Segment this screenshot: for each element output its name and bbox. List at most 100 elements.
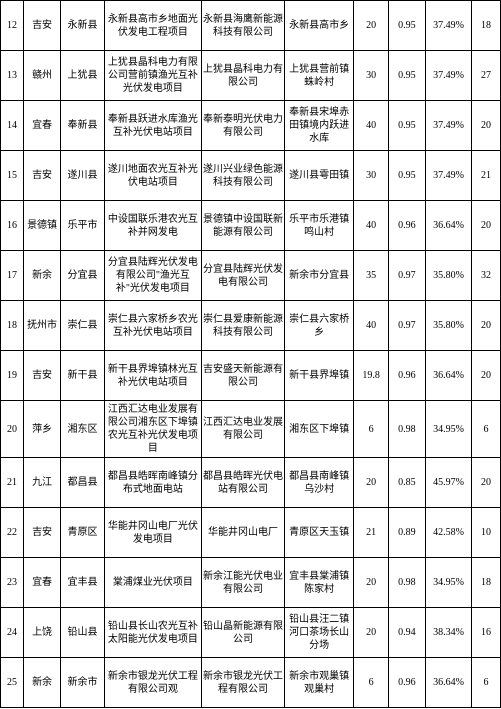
cell-location: 新余市分宜县 xyxy=(285,251,354,301)
cell-city: 吉安 xyxy=(24,351,61,401)
cell-idx: 22 xyxy=(1,508,24,558)
cell-v4: 18 xyxy=(472,558,501,608)
cell-county: 都昌县 xyxy=(61,458,105,508)
cell-idx: 19 xyxy=(1,351,24,401)
table-row: 13赣州上犹县上犹县晶科电力有限公司营前镇渔光互补光伏发电项目上犹县晶科电力有限… xyxy=(1,51,501,101)
cell-v2: 0.96 xyxy=(388,658,425,708)
cell-project: 棠浦煤业光伏项目 xyxy=(104,558,201,608)
cell-v1: 6 xyxy=(354,658,389,708)
cell-v1: 20 xyxy=(354,558,389,608)
cell-v4: 20 xyxy=(472,301,501,351)
cell-city: 宜春 xyxy=(24,101,61,151)
cell-location: 铅山县汪二镇河口茶场长山分场 xyxy=(285,608,354,658)
cell-city: 抚州市 xyxy=(24,301,61,351)
cell-company: 奉新泰明光伏电力有限公司 xyxy=(201,101,284,151)
cell-county: 分宜县 xyxy=(61,251,105,301)
cell-location: 奉新县宋埠赤田镇境内跃进水库 xyxy=(285,101,354,151)
cell-v1: 30 xyxy=(354,51,389,101)
cell-v4: 16 xyxy=(472,608,501,658)
cell-location: 宜丰县棠浦镇陈家村 xyxy=(285,558,354,608)
cell-v1: 19.8 xyxy=(354,351,389,401)
cell-county: 乐平市 xyxy=(61,201,105,251)
cell-v2: 0.94 xyxy=(388,608,425,658)
cell-city: 新余 xyxy=(24,251,61,301)
cell-idx: 24 xyxy=(1,608,24,658)
cell-v2: 0.97 xyxy=(388,251,425,301)
cell-city: 宜春 xyxy=(24,558,61,608)
cell-location: 上犹县营前镇蛛岭村 xyxy=(285,51,354,101)
cell-idx: 14 xyxy=(1,101,24,151)
cell-location: 乐平市乐港镇鸣山村 xyxy=(285,201,354,251)
cell-county: 遂川县 xyxy=(61,151,105,201)
cell-v1: 40 xyxy=(354,101,389,151)
cell-county: 宜丰县 xyxy=(61,558,105,608)
cell-v3: 36.64% xyxy=(425,658,471,708)
cell-location: 永新县高市乡 xyxy=(285,1,354,51)
cell-v2: 0.98 xyxy=(388,401,425,458)
cell-idx: 17 xyxy=(1,251,24,301)
cell-project: 遂川地面农光互补光伏电站项目 xyxy=(104,151,201,201)
cell-company: 上犹县晶科电力有限公司 xyxy=(201,51,284,101)
cell-county: 永新县 xyxy=(61,1,105,51)
cell-v2: 0.95 xyxy=(388,101,425,151)
cell-county: 铅山县 xyxy=(61,608,105,658)
cell-v1: 20 xyxy=(354,608,389,658)
cell-company: 铅山晶新能源有限公司 xyxy=(201,608,284,658)
cell-city: 赣州 xyxy=(24,51,61,101)
cell-v3: 38.34% xyxy=(425,608,471,658)
cell-v3: 34.95% xyxy=(425,401,471,458)
cell-project: 华能井冈山电厂光伏发电项目 xyxy=(104,508,201,558)
cell-location: 都昌县南峰镇乌沙村 xyxy=(285,458,354,508)
cell-company: 都昌县皓晖光伏电站有限公司 xyxy=(201,458,284,508)
cell-location: 遂川县雩田镇 xyxy=(285,151,354,201)
cell-idx: 21 xyxy=(1,458,24,508)
cell-city: 上饶 xyxy=(24,608,61,658)
cell-v3: 34.95% xyxy=(425,558,471,608)
cell-v4: 20 xyxy=(472,351,501,401)
cell-v2: 0.95 xyxy=(388,51,425,101)
cell-v3: 37.49% xyxy=(425,151,471,201)
table-row: 16景德镇乐平市中设国联乐港农光互补并网发电景德镇中设国联新能源有限公司乐平市乐… xyxy=(1,201,501,251)
cell-company: 新余江能光伏电业有限公司 xyxy=(201,558,284,608)
cell-city: 吉安 xyxy=(24,508,61,558)
cell-v3: 45.97% xyxy=(425,458,471,508)
cell-company: 华能井冈山电厂 xyxy=(201,508,284,558)
table-row: 24上饶铅山县铅山县长山农光互补太阳能光伏发电项目铅山晶新能源有限公司铅山县汪二… xyxy=(1,608,501,658)
cell-project: 永新县高市乡地面光伏发电工程项目 xyxy=(104,1,201,51)
cell-idx: 25 xyxy=(1,658,24,708)
cell-project: 新干县界埠镇林光互补光伏电站项目 xyxy=(104,351,201,401)
cell-location: 新干县界埠镇 xyxy=(285,351,354,401)
table-row: 15吉安遂川县遂川地面农光互补光伏电站项目遂川兴业绿色能源科技有限公司遂川县雩田… xyxy=(1,151,501,201)
cell-v3: 35.80% xyxy=(425,251,471,301)
cell-v1: 20 xyxy=(354,1,389,51)
cell-v3: 36.64% xyxy=(425,201,471,251)
cell-city: 吉安 xyxy=(24,1,61,51)
cell-city: 吉安 xyxy=(24,151,61,201)
cell-city: 九江 xyxy=(24,458,61,508)
cell-city: 萍乡 xyxy=(24,401,61,458)
cell-v4: 18 xyxy=(472,1,501,51)
cell-project: 奉新县跃进水库渔光互补光伏电站项目 xyxy=(104,101,201,151)
cell-v4: 6 xyxy=(472,401,501,458)
cell-idx: 15 xyxy=(1,151,24,201)
cell-v2: 0.98 xyxy=(388,558,425,608)
cell-v1: 40 xyxy=(354,201,389,251)
cell-company: 景德镇中设国联新能源有限公司 xyxy=(201,201,284,251)
cell-idx: 16 xyxy=(1,201,24,251)
cell-city: 景德镇 xyxy=(24,201,61,251)
cell-v4: 10 xyxy=(472,508,501,558)
cell-county: 崇仁县 xyxy=(61,301,105,351)
cell-location: 湘东区下埠镇 xyxy=(285,401,354,458)
cell-v1: 40 xyxy=(354,301,389,351)
cell-project: 上犹县晶科电力有限公司营前镇渔光互补光伏发电项目 xyxy=(104,51,201,101)
cell-v1: 30 xyxy=(354,151,389,201)
cell-county: 新余市 xyxy=(61,658,105,708)
cell-v3: 36.64% xyxy=(425,351,471,401)
cell-v4: 32 xyxy=(472,251,501,301)
table-row: 14宜春奉新县奉新县跃进水库渔光互补光伏电站项目奉新泰明光伏电力有限公司奉新县宋… xyxy=(1,101,501,151)
cell-v4: 21 xyxy=(472,151,501,201)
table-row: 22吉安青原区华能井冈山电厂光伏发电项目华能井冈山电厂青原区天玉镇210.894… xyxy=(1,508,501,558)
cell-company: 永新县海鹰新能源科技有限公司 xyxy=(201,1,284,51)
cell-county: 湘东区 xyxy=(61,401,105,458)
cell-idx: 12 xyxy=(1,1,24,51)
